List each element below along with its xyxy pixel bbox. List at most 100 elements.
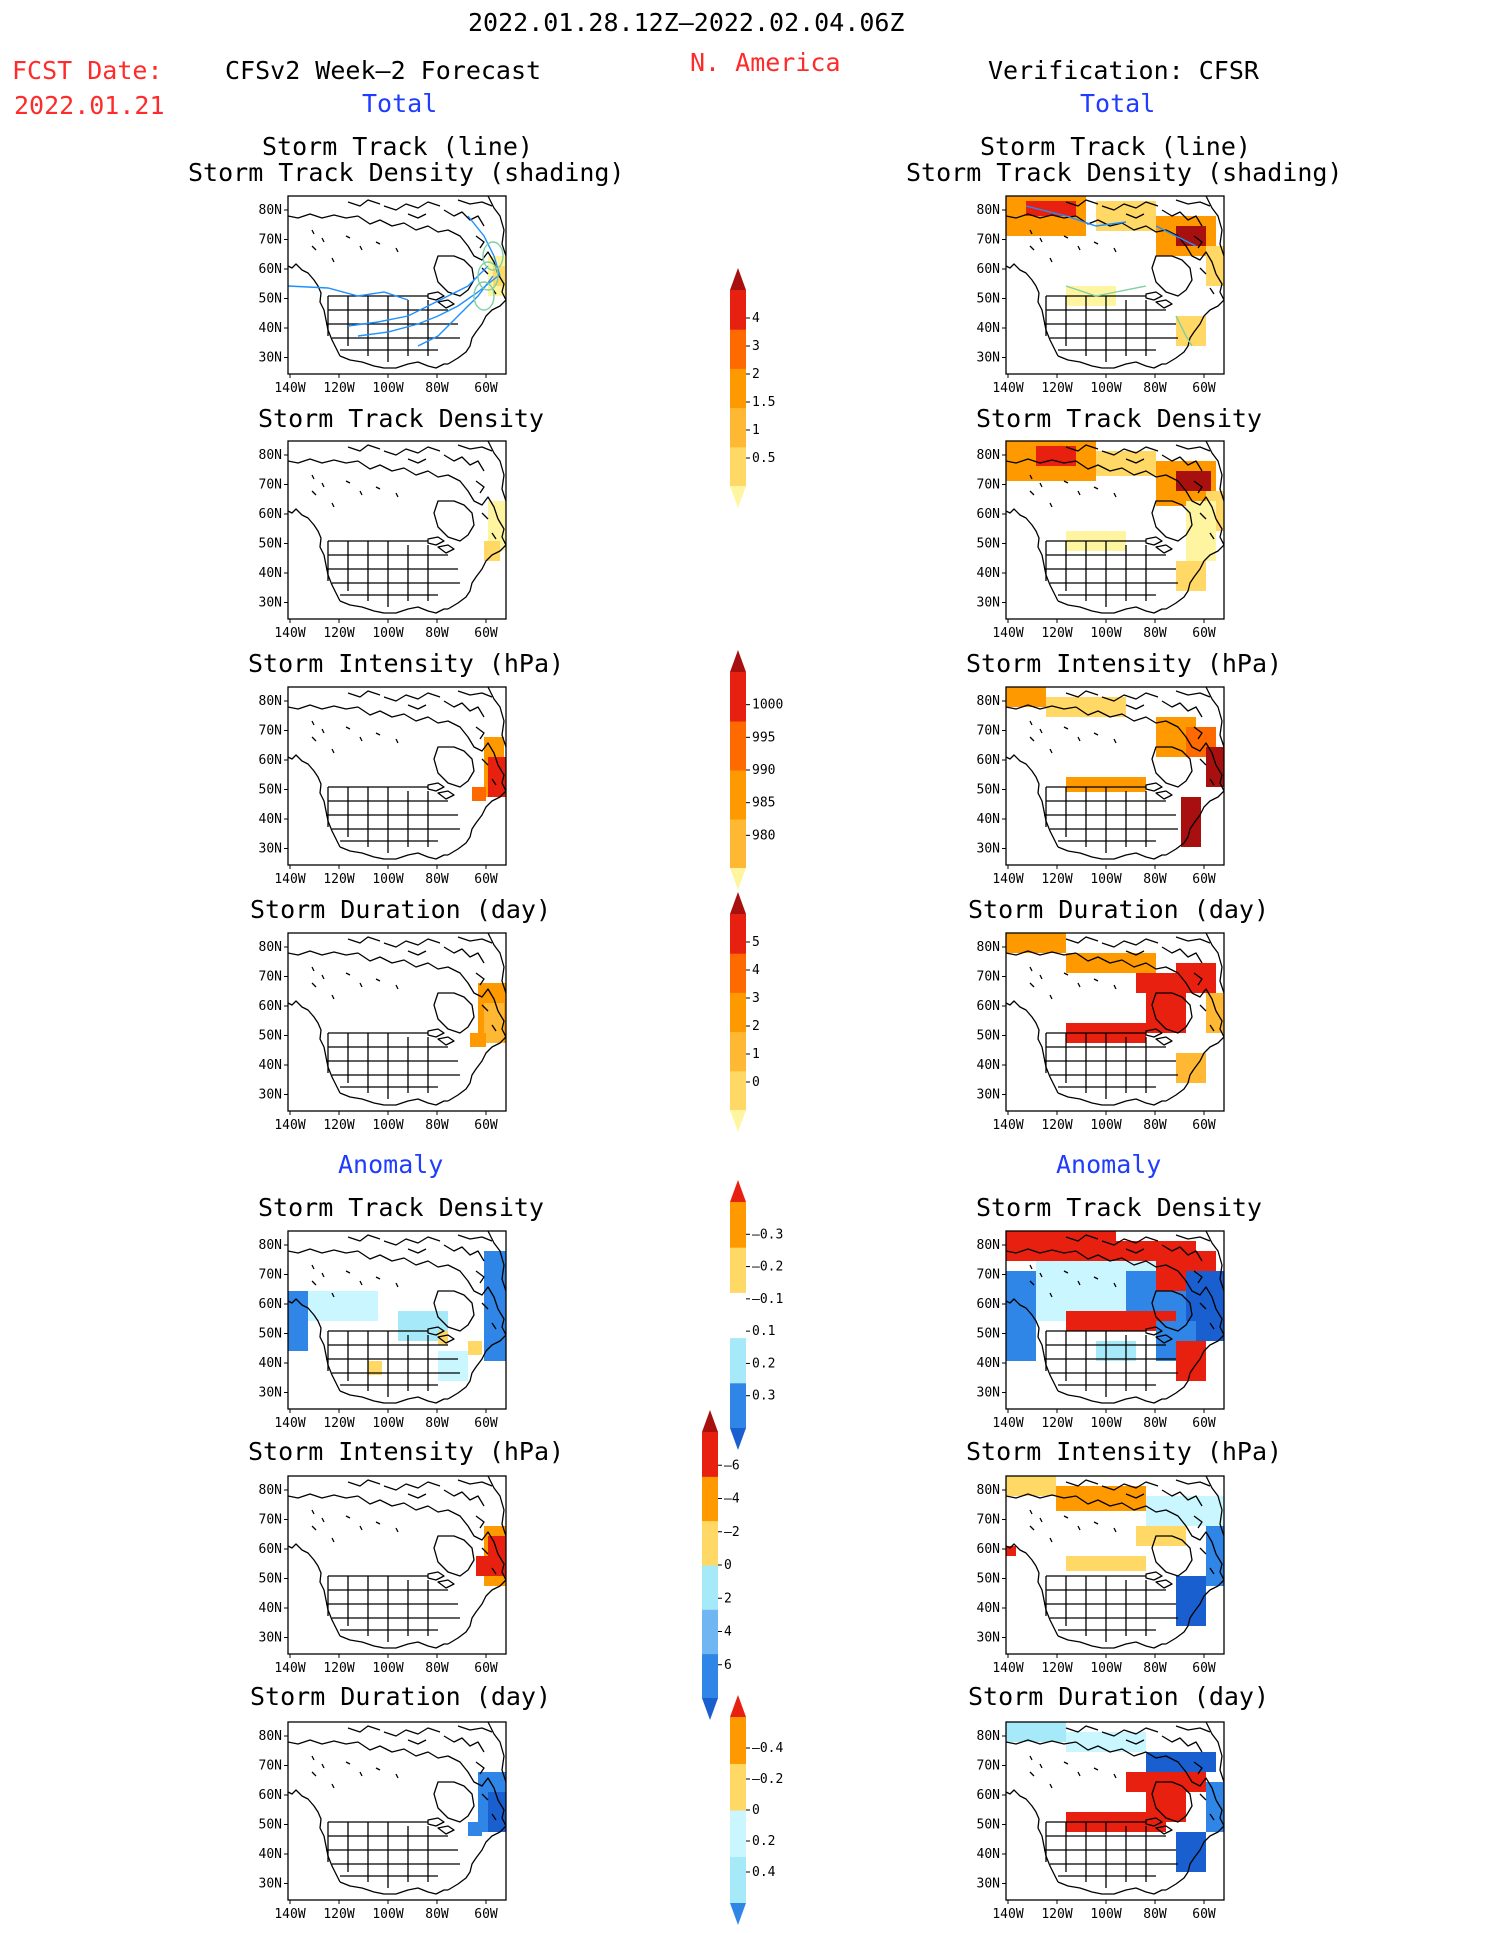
- map-panel-verification-row1: 80N 70N 60N 50N 40N 30N 140W 120W 100W 80W 60W: [966, 190, 1244, 400]
- colorbar-tick-label: 3: [752, 339, 760, 354]
- panel-title-track-line-right: Storm Track (line): [980, 132, 1251, 161]
- colorbar-top-triangle: [730, 892, 746, 914]
- lon-tick-label: 120W: [1041, 381, 1072, 396]
- right-column-title: Verification: CFSR: [988, 56, 1259, 85]
- lat-tick-label: 30N: [259, 1088, 282, 1103]
- lon-tick-label: 60W: [1192, 626, 1216, 641]
- colorbar-tick-label: 1: [752, 1047, 760, 1062]
- lat-tick-label: 60N: [977, 1542, 1000, 1557]
- panel-title-intensity-anom-left: Storm Intensity (hPa): [248, 1437, 565, 1466]
- colorbar-tick-label: –2: [724, 1525, 740, 1540]
- storm-track-line: [1175, 315, 1193, 347]
- shading-cell: [484, 541, 500, 561]
- storm-track-line: [467, 215, 501, 277]
- shading-cell: [1176, 226, 1206, 246]
- panel-title-duration-anom-right: Storm Duration (day): [968, 1682, 1270, 1711]
- map-panel-verification-row6: 80N 70N 60N 50N 40N 30N 140W 120W 100W 80W 60W: [966, 1470, 1244, 1680]
- colorbar-duration-anom: 0.4 0.2 0 –0.2 –0.4: [728, 1695, 818, 1933]
- lat-tick-label: 80N: [259, 203, 282, 218]
- lon-tick-label: 120W: [323, 1416, 354, 1431]
- lon-tick-label: 80W: [425, 872, 449, 887]
- lat-tick-label: 30N: [977, 1088, 1000, 1103]
- coastline: [288, 687, 506, 860]
- panel-title-track-density-shading-left: Storm Track Density (shading): [188, 158, 625, 187]
- lon-tick-label: 80W: [1143, 1907, 1167, 1922]
- lat-tick-label: 50N: [977, 1818, 1000, 1833]
- shading-cell: [368, 1361, 382, 1375]
- lat-tick-label: 30N: [259, 1877, 282, 1892]
- lat-tick-label: 50N: [977, 783, 1000, 798]
- lon-tick-label: 120W: [323, 1661, 354, 1676]
- lon-tick-label: 60W: [474, 1416, 498, 1431]
- lat-tick-label: 40N: [259, 1847, 282, 1862]
- left-total-label: Total: [362, 89, 438, 118]
- lat-tick-label: 70N: [977, 970, 1000, 985]
- lon-tick-label: 100W: [372, 1416, 403, 1431]
- lat-tick-label: 70N: [259, 1268, 282, 1283]
- shading-cell: [1206, 747, 1224, 787]
- colorbar-segment: [730, 953, 746, 993]
- lon-tick-label: 60W: [1192, 1907, 1216, 1922]
- lat-tick-label: 60N: [977, 1788, 1000, 1803]
- lon-tick-label: 140W: [274, 1907, 305, 1922]
- colorbar-tick-label: 0.1: [752, 1324, 775, 1339]
- lat-tick-label: 80N: [977, 940, 1000, 955]
- lat-tick-label: 30N: [259, 1386, 282, 1401]
- shading-cell: [438, 1351, 468, 1381]
- colorbar-tick-label: 0.2: [752, 1356, 775, 1371]
- colorbar-bottom-triangle: [730, 1903, 746, 1925]
- lon-tick-label: 80W: [425, 626, 449, 641]
- map-panel-verification-row2: 80N 70N 60N 50N 40N 30N 140W 120W 100W 80W 60W: [966, 435, 1244, 645]
- lat-tick-label: 40N: [259, 566, 282, 581]
- lon-tick-label: 100W: [1090, 872, 1121, 887]
- lat-tick-label: 50N: [259, 1029, 282, 1044]
- colorbar-tick-label: 4: [752, 311, 760, 326]
- lon-tick-label: 60W: [474, 1907, 498, 1922]
- lat-tick-label: 80N: [259, 1238, 282, 1253]
- colorbar-tick-label: –6: [724, 1458, 740, 1473]
- lat-tick-label: 60N: [259, 753, 282, 768]
- colorbar-density-anom: 0.3 0.2 0.1 –0.1 –0.2 –0.3: [728, 1180, 818, 1458]
- lon-tick-label: 140W: [274, 1118, 305, 1133]
- lon-tick-label: 140W: [992, 626, 1023, 641]
- shading-cell: [1066, 1732, 1146, 1752]
- panel-title-duration-right: Storm Duration (day): [968, 895, 1270, 924]
- colorbar-segment: [730, 1202, 746, 1248]
- colorbar-segment: [730, 1763, 746, 1811]
- lon-tick-label: 140W: [992, 1661, 1023, 1676]
- panel-title-track-density-shading-right: Storm Track Density (shading): [906, 158, 1343, 187]
- lon-tick-label: 80W: [1143, 381, 1167, 396]
- lon-tick-label: 80W: [1143, 1416, 1167, 1431]
- lon-tick-label: 60W: [1192, 1118, 1216, 1133]
- shading-cell: [1206, 1526, 1224, 1586]
- colorbar-tick-label: 4: [724, 1625, 732, 1640]
- lat-tick-label: 70N: [977, 233, 1000, 248]
- lat-tick-label: 30N: [977, 1631, 1000, 1646]
- map-frame: [1005, 1721, 1225, 1901]
- colorbar-tick-label: 6: [724, 1658, 732, 1673]
- shading-cell: [1181, 797, 1201, 847]
- lon-tick-label: 100W: [1090, 1907, 1121, 1922]
- lon-tick-label: 100W: [1090, 381, 1121, 396]
- colorbar-top-triangle: [730, 1695, 746, 1717]
- shading-cell: [1146, 993, 1186, 1033]
- colorbar-segment: [730, 721, 746, 771]
- right-anomaly-label: Anomaly: [1056, 1150, 1162, 1179]
- colorbar-segment: [730, 914, 746, 954]
- colorbar-tick-label: 1: [752, 423, 760, 438]
- shading-cell: [470, 1033, 486, 1047]
- colorbar-tick-label: 0.4: [752, 1865, 776, 1880]
- map-frame: [1005, 195, 1225, 375]
- coastline: [288, 1476, 506, 1649]
- lat-tick-label: 40N: [259, 1356, 282, 1371]
- colorbar-segment: [702, 1609, 718, 1655]
- storm-track-line: [417, 275, 494, 347]
- lat-tick-label: 70N: [977, 1759, 1000, 1774]
- lon-tick-label: 140W: [274, 381, 305, 396]
- colorbar-tick-label: –0.1: [752, 1292, 783, 1307]
- colorbar-segment: [730, 446, 746, 487]
- lat-tick-label: 30N: [977, 351, 1000, 366]
- lon-tick-label: 60W: [1192, 1661, 1216, 1676]
- lat-tick-label: 40N: [259, 812, 282, 827]
- lat-tick-label: 70N: [977, 1513, 1000, 1528]
